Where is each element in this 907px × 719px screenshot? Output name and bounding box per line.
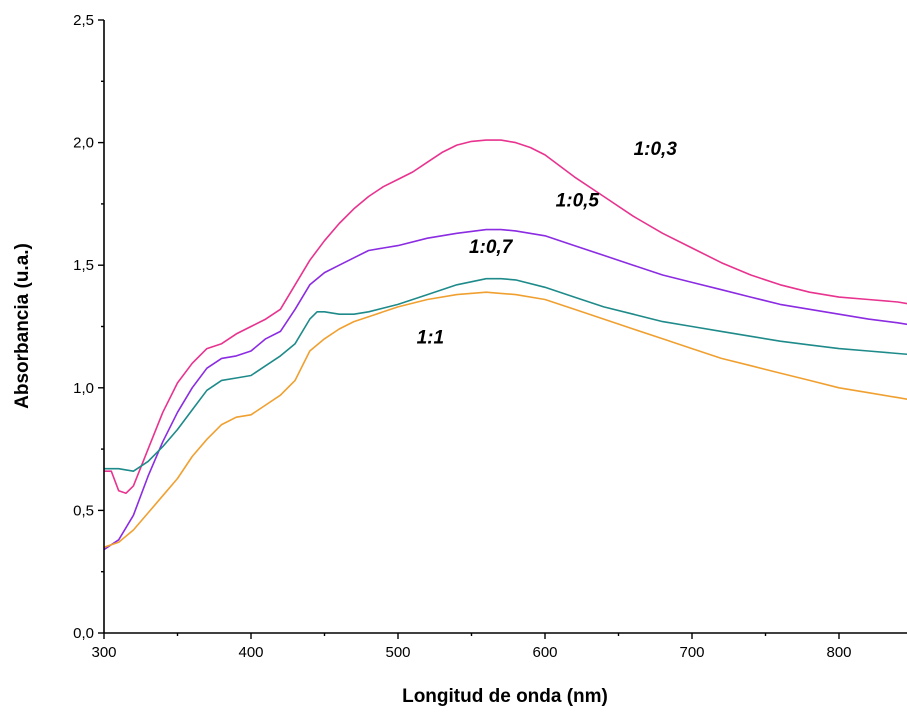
y-tick-label: 0,5 — [73, 502, 94, 519]
x-axis-title: Longitud de onda (nm) — [402, 686, 608, 707]
series-annotation-label: 1:0,3 — [634, 139, 678, 160]
x-axis-ticks: 300 400 500 600 700 800 — [91, 633, 852, 661]
y-axis-ticks: 0,0 0,5 1,0 1,5 2,0 2,5 — [73, 12, 104, 642]
series-annotation-label: 1:0,7 — [469, 237, 514, 258]
y-tick-label: 1,0 — [73, 380, 94, 397]
y-axis-title: Absorbancia (u.a.) — [12, 243, 33, 409]
series-line-1-0-7 — [104, 277, 907, 472]
x-tick-label: 600 — [532, 644, 557, 661]
series-line-1-1 — [104, 291, 907, 548]
series-line-1-0-5 — [104, 228, 907, 551]
y-tick-label: 2,5 — [73, 12, 94, 29]
y-tick-label: 1,5 — [73, 257, 94, 274]
series-annotation-label: 1:1 — [417, 328, 444, 349]
x-tick-label: 500 — [385, 644, 410, 661]
series-layer — [104, 139, 907, 551]
series-line-1-0-3 — [104, 139, 907, 494]
y-tick-label: 2,0 — [73, 135, 94, 152]
y-tick-label: 0,0 — [73, 625, 94, 642]
x-tick-label: 300 — [91, 644, 116, 661]
series-annotation-label: 1:0,5 — [556, 190, 600, 211]
x-tick-label: 800 — [826, 644, 851, 661]
x-tick-label: 700 — [679, 644, 704, 661]
series-annotations: 1:0,3 1:0,5 1:0,7 1:1 — [417, 139, 678, 349]
x-tick-label: 400 — [238, 644, 263, 661]
